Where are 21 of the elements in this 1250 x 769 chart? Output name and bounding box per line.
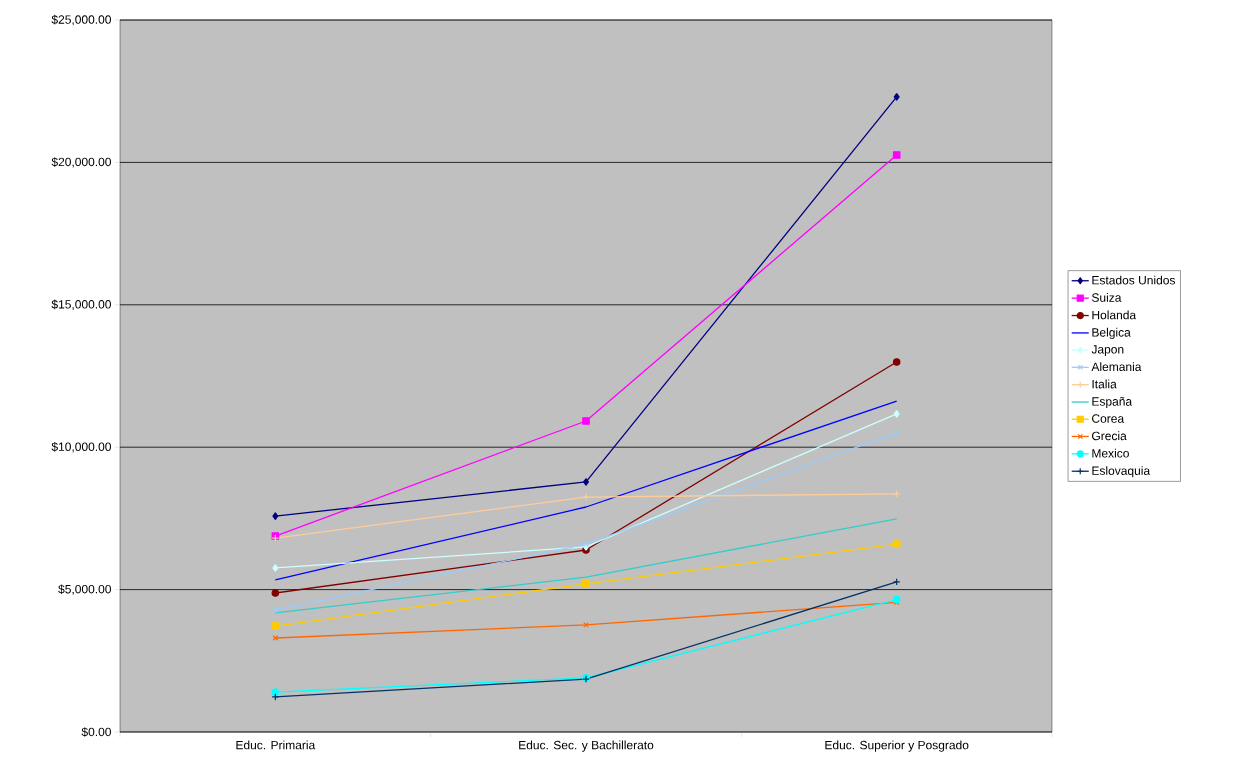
- legend-label: Eslovaquia: [1092, 466, 1151, 478]
- y-tick-label: $10,000.00: [51, 441, 111, 453]
- x-tick-label: Educ. Sec. y Bachillerato: [519, 740, 654, 752]
- legend-label: Alemania: [1091, 362, 1142, 371]
- y-tick-label: $0.00: [81, 727, 111, 737]
- y-tick-label: $25,000.00: [51, 14, 111, 26]
- legend-label: Estados Unidos: [1092, 275, 1176, 285]
- y-tick-label: $15,000.00: [51, 299, 111, 311]
- legend-label: Holanda: [1092, 310, 1137, 320]
- legend-label: Corea: [1092, 414, 1125, 423]
- y-tick-label: $5,000.00: [58, 584, 111, 595]
- legend-label: Grecia: [1092, 431, 1127, 441]
- x-tick-label: Educ. Superior y Posgrado: [825, 740, 969, 752]
- y-tick-label: $20,000.00: [51, 157, 111, 168]
- x-tick-label: Educ. Primaria: [236, 740, 316, 750]
- legend-label: Italia: [1092, 379, 1117, 389]
- legend-label: Belgica: [1092, 327, 1131, 340]
- legend-label: Mexico: [1092, 448, 1129, 458]
- legend-label: Suiza: [1091, 293, 1122, 302]
- legend-label: España: [1092, 396, 1133, 409]
- legend-label: Japon: [1091, 345, 1124, 356]
